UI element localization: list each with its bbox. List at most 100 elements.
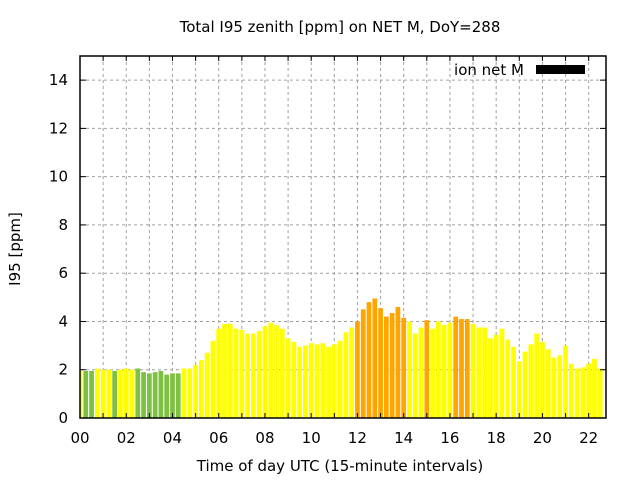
bar bbox=[268, 322, 274, 418]
x-tick-label: 10 bbox=[302, 429, 321, 447]
x-tick-label: 06 bbox=[209, 429, 228, 447]
legend: ion net M bbox=[454, 61, 585, 79]
bar bbox=[551, 357, 557, 418]
bar bbox=[285, 338, 291, 418]
x-tick-label: 02 bbox=[117, 429, 136, 447]
bar bbox=[499, 328, 505, 418]
bar bbox=[141, 372, 146, 418]
bar bbox=[233, 328, 239, 418]
bar bbox=[441, 325, 447, 418]
bar bbox=[447, 322, 453, 418]
bar bbox=[557, 355, 563, 418]
bar bbox=[123, 368, 129, 418]
bar bbox=[528, 344, 534, 418]
bar bbox=[204, 352, 210, 418]
bar bbox=[464, 319, 470, 418]
bar bbox=[586, 363, 592, 418]
y-tick-label: 8 bbox=[58, 216, 68, 234]
x-tick-label: 04 bbox=[163, 429, 182, 447]
x-tick-label: 16 bbox=[440, 429, 459, 447]
bar bbox=[430, 328, 435, 418]
bar bbox=[395, 306, 401, 418]
bar bbox=[360, 309, 366, 418]
bar bbox=[383, 316, 389, 418]
plot-frame bbox=[79, 55, 607, 419]
bar bbox=[389, 313, 395, 418]
bar bbox=[534, 333, 540, 418]
bar bbox=[568, 363, 574, 418]
bar bbox=[453, 316, 459, 418]
bar bbox=[545, 349, 551, 418]
bar bbox=[372, 298, 378, 418]
x-tick-label: 20 bbox=[533, 429, 552, 447]
bars bbox=[80, 298, 603, 418]
bar bbox=[407, 321, 412, 418]
bar bbox=[337, 340, 343, 418]
bar bbox=[187, 368, 193, 418]
bar bbox=[170, 373, 175, 418]
bar bbox=[580, 367, 586, 418]
chart-title: Total I95 zenith [ppm] on NET M, DoY=288 bbox=[179, 18, 501, 36]
bar bbox=[291, 341, 297, 418]
bar bbox=[493, 334, 499, 418]
x-tick-label: 08 bbox=[255, 429, 274, 447]
bar bbox=[118, 369, 123, 418]
bar bbox=[320, 343, 326, 418]
bar bbox=[343, 332, 349, 418]
bar bbox=[505, 339, 511, 418]
legend-swatch bbox=[536, 65, 585, 74]
bar bbox=[297, 346, 303, 418]
y-tick-label: 0 bbox=[58, 409, 68, 427]
bar bbox=[476, 327, 482, 418]
bar bbox=[470, 323, 476, 418]
bar bbox=[314, 344, 320, 418]
bar bbox=[129, 369, 135, 418]
y-tick-label: 6 bbox=[58, 264, 68, 282]
bar bbox=[80, 370, 83, 418]
bar bbox=[112, 370, 118, 418]
bar bbox=[199, 360, 204, 418]
x-axis-label: Time of day UTC (15-minute intervals) bbox=[196, 457, 483, 475]
bar bbox=[100, 369, 106, 418]
y-tick-label: 12 bbox=[49, 119, 68, 137]
bar bbox=[193, 364, 198, 418]
bar bbox=[366, 302, 372, 418]
bar bbox=[227, 323, 233, 418]
x-tick-label: 12 bbox=[348, 429, 367, 447]
bar bbox=[89, 370, 94, 418]
bar bbox=[401, 317, 407, 418]
bar bbox=[563, 345, 568, 418]
y-axis-label: I95 [ppm] bbox=[6, 212, 24, 286]
bar bbox=[164, 374, 170, 418]
bar bbox=[482, 327, 487, 418]
bar bbox=[511, 346, 516, 418]
bar bbox=[262, 326, 268, 418]
bar bbox=[592, 358, 597, 418]
y-tick-label: 2 bbox=[58, 361, 68, 379]
y-tick-label: 14 bbox=[49, 71, 68, 89]
bar bbox=[181, 368, 187, 418]
bar bbox=[210, 340, 216, 418]
bar bbox=[135, 368, 141, 418]
bar bbox=[522, 351, 528, 418]
bar bbox=[146, 373, 152, 418]
bar bbox=[308, 343, 314, 418]
bar bbox=[106, 369, 112, 418]
bar bbox=[355, 321, 360, 418]
bar bbox=[436, 321, 441, 418]
bar bbox=[152, 372, 158, 418]
bar bbox=[326, 346, 331, 418]
bar bbox=[516, 361, 522, 418]
bar bbox=[574, 368, 580, 418]
bar bbox=[540, 341, 545, 418]
bar bbox=[216, 328, 222, 418]
bar bbox=[222, 323, 227, 418]
bar bbox=[274, 325, 279, 418]
bar bbox=[245, 333, 250, 418]
bar bbox=[597, 368, 603, 418]
bar bbox=[158, 370, 164, 418]
y-tick-label: 4 bbox=[58, 312, 68, 330]
bar bbox=[175, 373, 181, 418]
